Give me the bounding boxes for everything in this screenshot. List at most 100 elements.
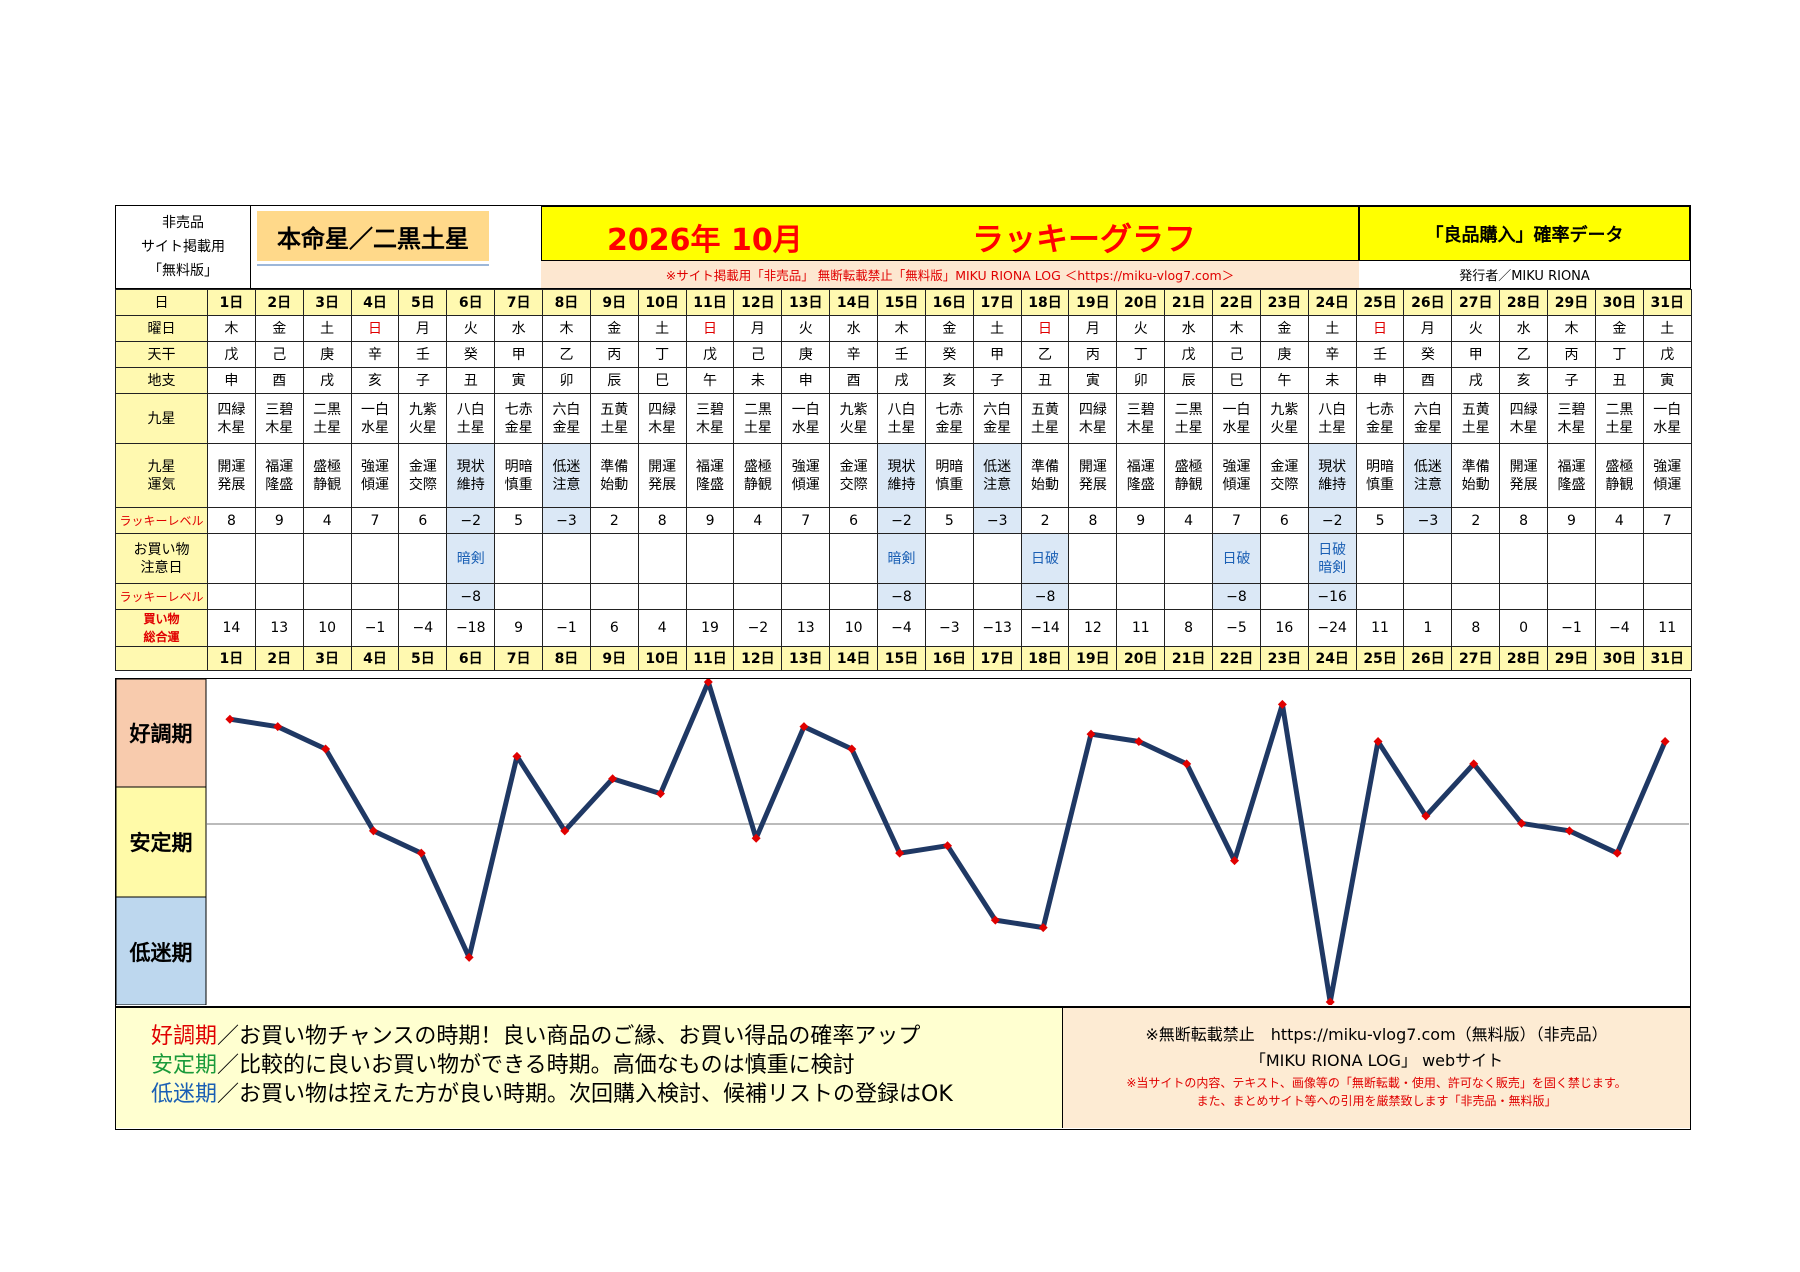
day-row: 日 1日 2日 3日 4日 5日 6日 7日 8日 9日 10日 11日 12日 13日 14日 15日 16日… <box>115 289 1692 316</box>
lucky-level-2-row-cell <box>1594 583 1644 610</box>
caution-row-cell <box>494 533 544 584</box>
total-row-cell: 19 <box>685 609 735 647</box>
caution-row-cell: 日破 <box>1212 533 1261 584</box>
legend-stable-term: 安定期 <box>151 1053 218 1078</box>
lucky-level-row-cell: 2 <box>1451 507 1501 534</box>
lucky-level-2-row: ラッキーレベル −8 −8 −8 −8 −16 <box>115 583 1692 610</box>
title-box: 2026年 10月 ラッキーグラフ <box>541 206 1359 261</box>
caution-row-cell <box>1403 533 1453 584</box>
caution-row-cell: 暗剣 <box>446 533 496 584</box>
weekday-row-cell: 土 <box>1642 315 1692 342</box>
weekday-row-cell: 木 <box>207 315 256 342</box>
weekday-row-cell: 水 <box>1499 315 1549 342</box>
day-row-cell: 27日 <box>1451 289 1501 316</box>
weekday-row-cell: 日 <box>1355 315 1405 342</box>
lucky-level-row-cell: 5 <box>924 507 974 534</box>
day-row-cell: 28日 <box>1499 289 1549 316</box>
legend-panel: 好調期／お買い物チャンスの時期！良い商品のご縁、お買い得品の確率アップ 安定期／… <box>115 1007 1691 1130</box>
not-for-sale-label: 非売品 <box>162 215 204 231</box>
star-row-cell: 六白 金星 <box>1403 393 1453 444</box>
total-row-cell: 12 <box>1068 609 1118 647</box>
lucky-level-row-cell: 5 <box>494 507 544 534</box>
fortune-row-cell: 現状 維持 <box>877 443 926 508</box>
day-footer-row-cell: 2日 <box>254 646 304 671</box>
star-row-cell: 七赤 金星 <box>1355 393 1405 444</box>
day-row-cell: 10日 <box>637 289 687 316</box>
branch-row-cell: 丑 <box>446 367 496 394</box>
fortune-row-cell: 金運 交際 <box>398 443 448 508</box>
caution-row-cell <box>972 533 1022 584</box>
caution-row-cell <box>1164 533 1214 584</box>
lucky-level-row-cell: 9 <box>254 507 304 534</box>
publisher-box: 発行者／MIKU RIONA <box>1359 261 1690 288</box>
stem-row-cell: 戊 <box>1164 341 1214 368</box>
branch-row-cell: 申 <box>781 367 831 394</box>
stem-row-cell: 己 <box>733 341 783 368</box>
legend-low: 低迷期／お買い物は控えた方が良い時期。次回購入検討、候補リストの登録はOK <box>151 1080 1062 1109</box>
notice-bar: ※サイト掲載用「非売品」 無断転載禁止「無料版」MIKU RIONA LOG ＜… <box>541 261 1359 288</box>
date-title: 2026年 10月 <box>607 223 803 258</box>
day-footer-row-cell: 11日 <box>685 646 735 671</box>
day-row-cell: 20日 <box>1116 289 1166 316</box>
total-row: 買い物 総合運 14 13 10 −1 −4 −18 9 −1 6 4 19 −2 13 10 −4 −3 −13−… <box>115 609 1692 647</box>
legend-good-term: 好調期 <box>151 1024 218 1049</box>
day-row-cell: 5日 <box>398 289 448 316</box>
total-row-cell: 8 <box>1451 609 1501 647</box>
data-point-6日 <box>464 952 474 962</box>
total-row-cell: −1 <box>1547 609 1596 647</box>
branch-row-cell: 寅 <box>1642 367 1692 394</box>
fortune-row-cell: 強運 傾運 <box>350 443 400 508</box>
legend-stable-text: ／比較的に良いお買い物ができる時期。高価なものは慎重に検討 <box>217 1053 855 1078</box>
notice-text: ※サイト掲載用「非売品」 無断転載禁止「無料版」MIKU RIONA LOG ＜… <box>665 268 1235 283</box>
stem-row-cell: 壬 <box>398 341 448 368</box>
total-row-cell: −1 <box>350 609 400 647</box>
branch-row-cell: 丑 <box>1020 367 1070 394</box>
branch-row-cell: 戌 <box>302 367 352 394</box>
data-point-27日 <box>1469 759 1479 769</box>
star-row-cell: 一白 水星 <box>350 393 400 444</box>
warning-2: また、まとめサイト等への引用を厳禁致します「非売品・無料版」 <box>1196 1094 1557 1108</box>
stem-row-cell: 丁 <box>1594 341 1644 368</box>
caution-row-cell <box>302 533 352 584</box>
total-row-cell: 9 <box>494 609 544 647</box>
lucky-level-2-row-cell <box>1259 583 1309 610</box>
day-footer-row-cell: 3日 <box>302 646 352 671</box>
star-row-cell: 四緑 木星 <box>637 393 687 444</box>
star-row-cell: 四緑 木星 <box>1068 393 1118 444</box>
stem-row-cell: 丙 <box>1547 341 1596 368</box>
branch-row: 地支申酉戌亥子丑寅卯辰巳午未申酉戌亥子丑寅卯辰巳午未申酉戌亥子丑寅 <box>115 367 1692 394</box>
fortune-row-cell: 明暗 慎重 <box>494 443 544 508</box>
data-point-31日 <box>1660 737 1670 747</box>
day-row-cell: 18日 <box>1020 289 1070 316</box>
fortune-row-cell: 金運 交際 <box>1259 443 1309 508</box>
data-point-21日 <box>1182 759 1192 769</box>
weekday-row-cell: 土 <box>302 315 352 342</box>
data-point-15日 <box>895 848 905 858</box>
weekday-row-cell: 水 <box>494 315 544 342</box>
caution-row-cell <box>1594 533 1644 584</box>
lucky-level-row-cell: −3 <box>1403 507 1453 534</box>
weekday-row-cell: 木 <box>877 315 926 342</box>
weekday-row-cell: 日 <box>685 315 735 342</box>
branch-row-cell: 辰 <box>1164 367 1214 394</box>
branch-row-cell: 午 <box>1259 367 1309 394</box>
chart-svg: 好調期 安定期 低迷期 <box>116 679 1689 1005</box>
data-point-26日 <box>1421 811 1431 821</box>
weekday-row-cell: 火 <box>1451 315 1501 342</box>
site-name: 「MIKU RIONA LOG」 webサイト <box>1249 1051 1504 1070</box>
fortune-row-cell: 盛極 静観 <box>1164 443 1214 508</box>
stem-row-cell: 辛 <box>350 341 400 368</box>
caution-row-cell <box>1451 533 1501 584</box>
caution-row-cell <box>542 533 591 584</box>
fortune-row-cell: 盛極 静観 <box>733 443 783 508</box>
branch-row-cell: 卯 <box>1116 367 1166 394</box>
fortune-row-cell: 開運 発展 <box>1068 443 1118 508</box>
branch-row-cell: 酉 <box>1403 367 1453 394</box>
legend-low-text: ／お買い物は控えた方が良い時期。次回購入検討、候補リストの登録はOK <box>217 1082 953 1107</box>
star-row-cell: 一白 水星 <box>781 393 831 444</box>
lucky-level-row-cell: −3 <box>542 507 591 534</box>
total-row-cell: −1 <box>542 609 591 647</box>
lucky-level-row-cell: 7 <box>1212 507 1261 534</box>
lucky-level-row-label: ラッキーレベル <box>115 507 208 534</box>
lucky-level-row-cell: 2 <box>589 507 639 534</box>
